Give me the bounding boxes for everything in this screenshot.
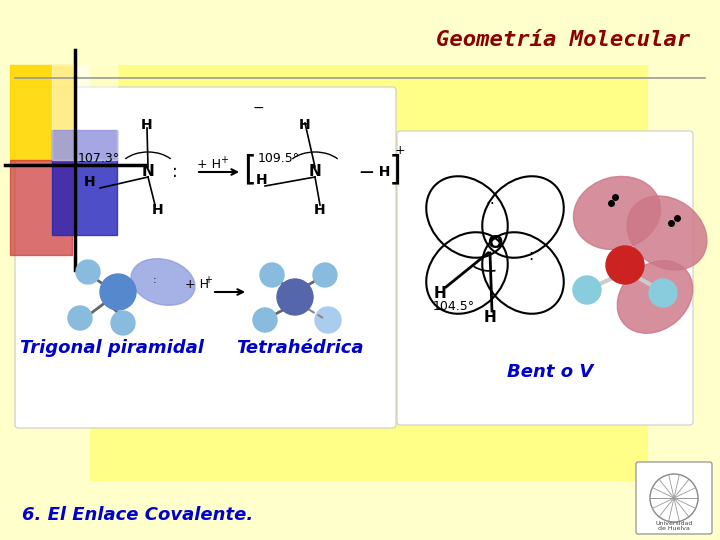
Text: H: H	[84, 175, 96, 189]
Circle shape	[260, 263, 284, 287]
Circle shape	[68, 306, 92, 330]
Text: :: :	[172, 163, 178, 181]
Text: H: H	[314, 203, 326, 217]
Text: +: +	[220, 155, 228, 165]
Text: — H: — H	[360, 165, 390, 179]
Circle shape	[253, 308, 277, 332]
Text: Tetrahédrica: Tetrahédrica	[236, 339, 364, 357]
Text: H: H	[141, 118, 153, 132]
Text: 104.5°: 104.5°	[433, 300, 475, 314]
Ellipse shape	[574, 177, 660, 249]
Text: H: H	[300, 118, 311, 132]
Text: O: O	[487, 234, 503, 252]
Circle shape	[573, 276, 601, 304]
Text: Bent o V: Bent o V	[507, 363, 593, 381]
Text: + H: + H	[185, 278, 209, 291]
Text: ]: ]	[389, 153, 402, 186]
Bar	[10, 160, 72, 255]
Text: H: H	[256, 173, 268, 187]
Text: :: :	[528, 247, 534, 262]
FancyBboxPatch shape	[15, 87, 396, 428]
Text: −: −	[252, 101, 264, 115]
Text: Universidad
de Huelva: Universidad de Huelva	[655, 521, 693, 531]
Circle shape	[277, 279, 313, 315]
FancyBboxPatch shape	[397, 131, 693, 425]
Text: H: H	[152, 203, 164, 217]
Text: +: +	[395, 144, 405, 157]
Text: N: N	[309, 165, 321, 179]
Ellipse shape	[131, 259, 195, 305]
Circle shape	[76, 260, 100, 284]
Text: + H: + H	[197, 158, 221, 171]
Text: N: N	[142, 165, 154, 179]
FancyBboxPatch shape	[636, 462, 712, 534]
Text: ··: ··	[485, 198, 495, 213]
Text: 109.5°: 109.5°	[258, 152, 300, 165]
Text: 107.3°: 107.3°	[78, 152, 120, 165]
Ellipse shape	[617, 261, 693, 333]
Text: :: :	[153, 275, 157, 285]
Circle shape	[606, 246, 644, 284]
Text: [: [	[243, 153, 256, 186]
Bar	[10, 65, 72, 160]
Text: Geometría Molecular: Geometría Molecular	[436, 30, 690, 50]
Text: Trigonal piramidal: Trigonal piramidal	[20, 339, 204, 357]
Circle shape	[649, 279, 677, 307]
Bar	[52, 130, 117, 235]
Bar	[52, 65, 117, 160]
Text: 6. El Enlace Covalente.: 6. El Enlace Covalente.	[22, 506, 253, 524]
Text: H: H	[484, 309, 496, 325]
Circle shape	[111, 311, 135, 335]
Circle shape	[313, 263, 337, 287]
Circle shape	[315, 307, 341, 333]
Circle shape	[100, 274, 136, 310]
Text: +: +	[204, 275, 212, 285]
Text: H: H	[433, 286, 446, 300]
Ellipse shape	[627, 196, 707, 270]
